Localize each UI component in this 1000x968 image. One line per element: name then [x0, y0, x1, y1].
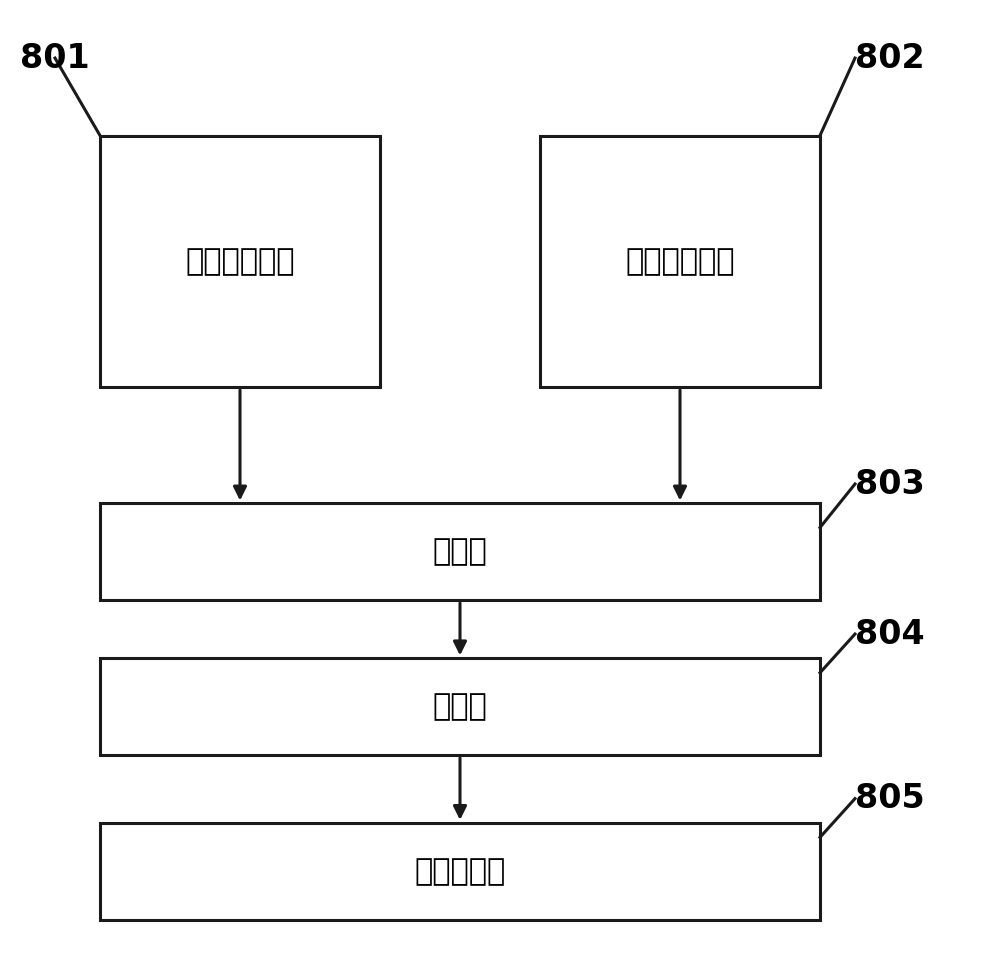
Text: 鲜肉供应装置: 鲜肉供应装置 [185, 247, 295, 276]
Text: 802: 802 [855, 42, 925, 75]
Text: 804: 804 [855, 618, 925, 650]
Bar [100, 136, 380, 387]
Text: 调制器: 调制器 [433, 537, 487, 566]
Bar [100, 658, 820, 755]
Text: 膏化机: 膏化机 [433, 692, 487, 721]
Text: 干料供应装置: 干料供应装置 [625, 247, 735, 276]
Bar [100, 503, 820, 600]
Text: 后处理装置: 后处理装置 [414, 857, 506, 886]
Text: 801: 801 [20, 42, 90, 75]
Text: 803: 803 [855, 468, 925, 500]
Text: 805: 805 [855, 782, 925, 815]
Bar [540, 136, 820, 387]
Bar [100, 823, 820, 920]
